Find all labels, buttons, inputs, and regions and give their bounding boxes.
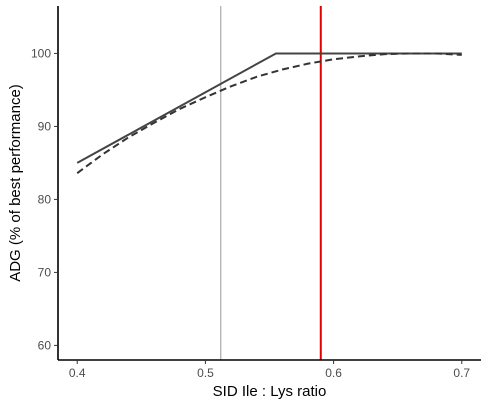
x-tick-label: 0.4: [69, 366, 86, 380]
y-tick-label: 100: [31, 46, 51, 60]
y-tick-label: 60: [38, 338, 52, 352]
x-tick-label: 0.6: [325, 366, 342, 380]
y-axis-title: ADG (% of best performance): [7, 84, 24, 282]
x-tick-label: 0.5: [197, 366, 214, 380]
axes: [57, 6, 481, 361]
y-tick-label: 80: [38, 192, 52, 206]
y-tick-label: 70: [38, 265, 52, 279]
y-tick-label: 90: [38, 119, 52, 133]
ticks: 60 70 80 90 100 0.4 0.5 0.6 0.7: [31, 46, 470, 380]
reference-lines: [220, 6, 322, 360]
x-tick-label: 0.7: [453, 366, 470, 380]
series-line-dashed: [76, 52, 462, 174]
series-lines: [76, 52, 462, 174]
x-axis-title: SID Ile : Lys ratio: [213, 383, 327, 400]
series-line-solid: [76, 52, 462, 164]
